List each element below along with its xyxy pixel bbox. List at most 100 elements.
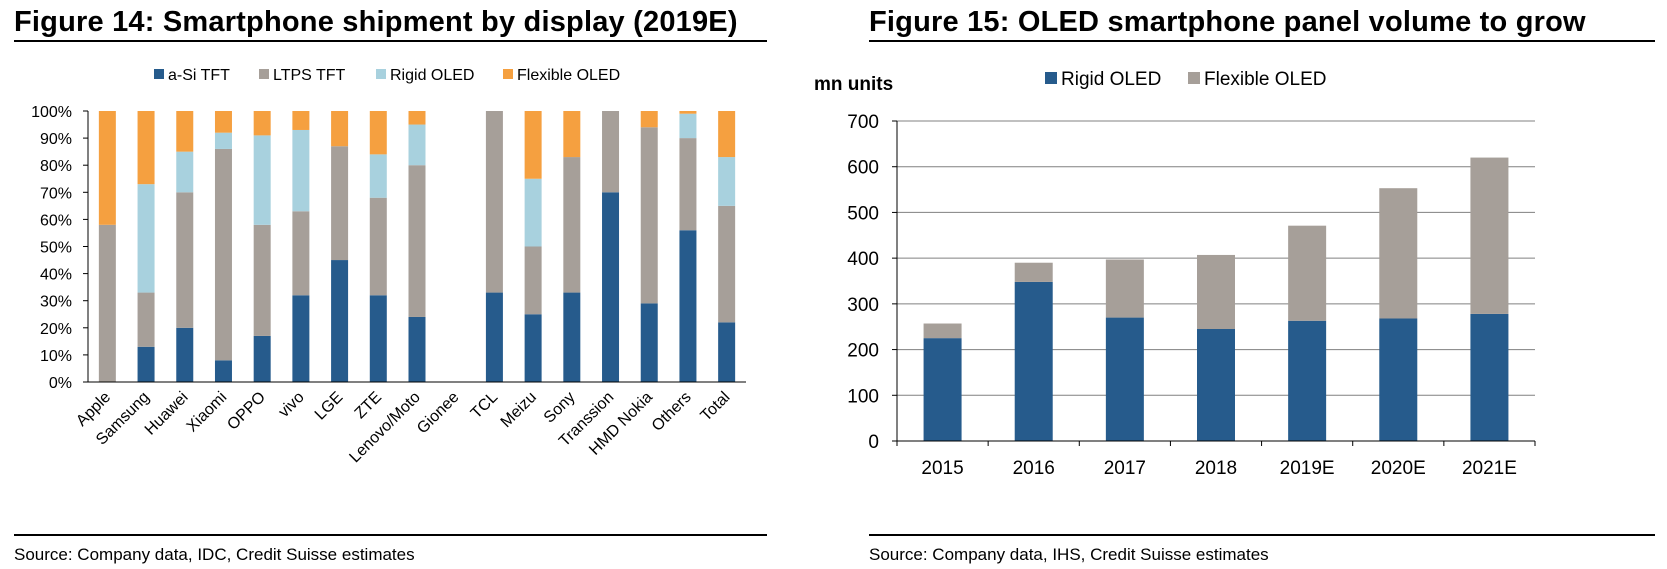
x-tick-label-2017: 2017 [1104, 458, 1146, 479]
y-tick-label: 90% [40, 131, 72, 148]
bar-sony-flexible-oled [563, 111, 581, 158]
figure-14-title: Figure 14: Smartphone shipment by displa… [14, 6, 738, 38]
legend-swatch-ltps-tft [259, 69, 269, 79]
bar-tcl-ltps-tft [485, 111, 503, 293]
bar-total-ltps-tft [718, 205, 736, 323]
bar-tcl-a-si-tft [485, 292, 503, 382]
figure-15-top-rule [869, 40, 1655, 42]
bar-meizu-flexible-oled [524, 111, 542, 179]
y-axis-label: mn units [814, 74, 893, 95]
bar-meizu-ltps-tft [524, 246, 542, 315]
bar-apple-ltps-tft [98, 224, 116, 382]
y-tick-label: 200 [847, 341, 879, 362]
bar-others-flexible-oled [679, 111, 697, 114]
bar-others-ltps-tft [679, 138, 697, 231]
figure-15-panel: Figure 15: OLED smartphone panel volume … [814, 0, 1667, 569]
legend-swatch-rigid-oled [1045, 72, 1057, 84]
bar-meizu-a-si-tft [524, 314, 542, 382]
y-tick-label: 500 [847, 203, 879, 224]
figure-14-top-rule [14, 40, 767, 42]
bar-meizu-rigid-oled [524, 178, 542, 247]
legend-swatch-flexible-oled [503, 69, 513, 79]
bar-huawei-ltps-tft [176, 192, 194, 328]
x-tick-label-others: Others [649, 389, 695, 435]
bar-xiaomi-a-si-tft [214, 360, 232, 382]
x-tick-label-tcl: TCL [468, 389, 501, 422]
y-tick-label: 0% [49, 375, 72, 392]
bar-2019e-rigid-oled [1288, 320, 1327, 441]
bar-2020e-rigid-oled [1379, 318, 1418, 441]
y-tick-label: 50% [40, 240, 72, 257]
bar-transsion-a-si-tft [602, 192, 620, 382]
bar-total-a-si-tft [718, 322, 736, 382]
bar-lenovo-moto-a-si-tft [408, 316, 426, 382]
bar-huawei-rigid-oled [176, 151, 194, 193]
bar-sony-a-si-tft [563, 292, 581, 382]
x-tick-label-xiaomi: Xiaomi [184, 389, 231, 436]
legend-swatch-a-si-tft [154, 69, 164, 79]
bar-zte-a-si-tft [369, 295, 387, 382]
legend-label-ltps-tft: LTPS TFT [273, 67, 346, 84]
y-tick-label: 40% [40, 267, 72, 284]
y-tick-label: 600 [847, 158, 879, 179]
bar-samsung-rigid-oled [137, 184, 155, 293]
legend-label-flexible-oled: Flexible OLED [1204, 69, 1327, 90]
x-tick-label-huawei: Huawei [142, 389, 192, 439]
bar-xiaomi-ltps-tft [214, 148, 232, 361]
bar-samsung-flexible-oled [137, 111, 155, 185]
y-tick-label: 700 [847, 112, 879, 133]
bar-2015-flexible-oled [923, 323, 962, 339]
bar-hmd-nokia-a-si-tft [640, 303, 658, 382]
bar-zte-rigid-oled [369, 154, 387, 198]
bar-2016-flexible-oled [1014, 262, 1053, 282]
x-tick-label-2021e: 2021E [1462, 458, 1517, 479]
x-tick-label-oppo: OPPO [224, 389, 269, 434]
bar-2018-flexible-oled [1197, 254, 1235, 329]
legend-label-a-si-tft: a-Si TFT [168, 67, 230, 84]
bar-oppo-a-si-tft [253, 335, 271, 382]
figure-14-panel: Figure 14: Smartphone shipment by displa… [0, 0, 820, 569]
bar-huawei-a-si-tft [176, 327, 194, 382]
y-tick-label: 80% [40, 158, 72, 175]
x-tick-label-gionee: Gionee [414, 389, 463, 438]
bar-hmd-nokia-flexible-oled [640, 111, 658, 128]
figure-14-bottom-rule [14, 534, 767, 536]
bar-huawei-flexible-oled [176, 111, 194, 152]
x-tick-label-lge: LGE [312, 389, 347, 424]
figure-14-chart: a-Si TFT LTPS TFT Rigid OLED Flexible OLED 0… [31, 67, 746, 466]
y-tick-label: 300 [847, 295, 879, 316]
y-tick-label: 10% [40, 348, 72, 365]
x-tick-label-meizu: Meizu [498, 389, 540, 431]
bar-zte-flexible-oled [369, 111, 387, 155]
y-tick-label: 400 [847, 249, 879, 270]
legend-swatch-rigid-oled [376, 69, 386, 79]
bar-total-flexible-oled [718, 111, 736, 158]
x-tick-label-total: Total [698, 389, 734, 425]
bar-others-rigid-oled [679, 113, 697, 139]
legend-label-rigid-oled: Rigid OLED [1061, 69, 1161, 90]
bar-lge-a-si-tft [331, 260, 349, 382]
bar-xiaomi-rigid-oled [214, 132, 232, 149]
bar-sony-ltps-tft [563, 157, 581, 293]
x-tick-label-2018: 2018 [1195, 458, 1237, 479]
bar-vivo-ltps-tft [292, 211, 310, 296]
x-tick-label-2019e: 2019E [1280, 458, 1335, 479]
bar-vivo-rigid-oled [292, 129, 310, 212]
bar-oppo-rigid-oled [253, 135, 271, 225]
bar-2015-rigid-oled [923, 338, 962, 441]
bar-2017-flexible-oled [1105, 259, 1144, 318]
bar-oppo-ltps-tft [253, 224, 271, 336]
x-tick-label-zte: ZTE [352, 389, 385, 422]
bar-lge-ltps-tft [331, 146, 349, 261]
bar-2021e-flexible-oled [1470, 157, 1509, 314]
bar-lenovo-moto-flexible-oled [408, 111, 426, 125]
bar-2020e-flexible-oled [1379, 188, 1418, 319]
bar-xiaomi-flexible-oled [214, 111, 232, 133]
bar-lenovo-moto-ltps-tft [408, 165, 426, 317]
figure-14-source: Source: Company data, IDC, Credit Suisse… [14, 545, 415, 564]
x-tick-label-2020e: 2020E [1371, 458, 1426, 479]
x-tick-label-2015: 2015 [921, 458, 963, 479]
y-tick-label: 100 [847, 386, 879, 407]
figure-15-bottom-rule [869, 534, 1655, 536]
y-tick-label: 60% [40, 212, 72, 229]
